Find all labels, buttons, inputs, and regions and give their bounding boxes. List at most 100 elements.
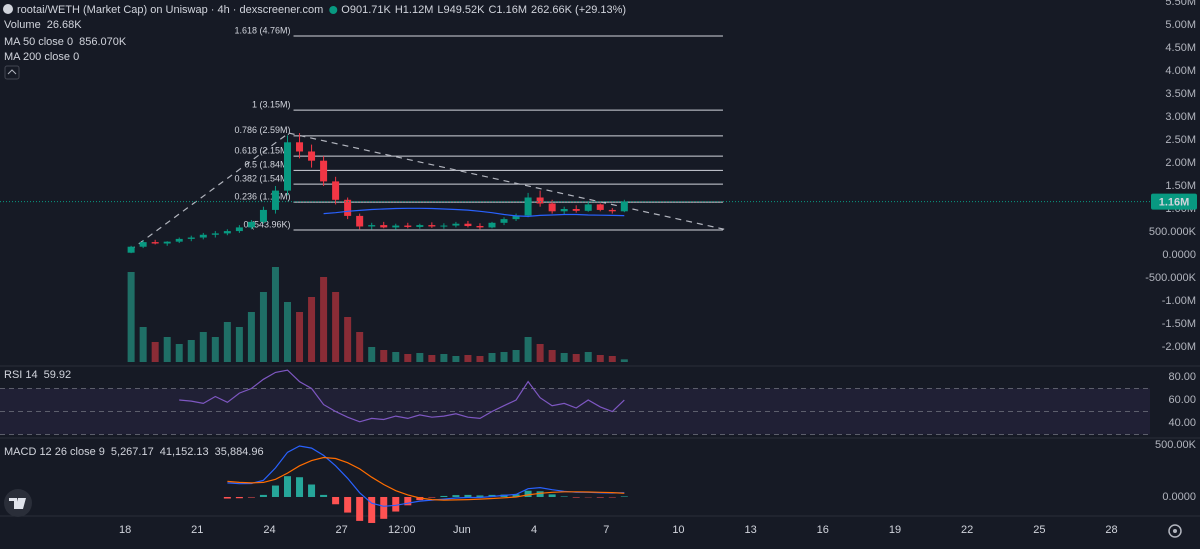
x-tick-label: 27 <box>336 524 348 536</box>
volume-bar <box>271 267 279 362</box>
candle-body <box>175 238 183 242</box>
y-tick-label: 40.00 <box>1168 417 1196 429</box>
legend-value: 41,152.13 <box>160 446 209 458</box>
y-tick-label: 500.00K <box>1155 439 1197 451</box>
legend-value: 35,884.96 <box>215 446 264 458</box>
ohlc-value: 901.71K <box>350 4 392 16</box>
macd-histogram-bar <box>524 490 532 497</box>
legend-name: MA 200 close 0 <box>4 51 79 63</box>
candle-body <box>392 225 400 228</box>
macd-histogram-bar <box>452 495 460 497</box>
candle-body <box>151 242 159 244</box>
ohlc-value: 949.52K <box>443 4 485 16</box>
candle-body <box>127 246 135 253</box>
ohlc-value: 1.16M <box>496 4 527 16</box>
volume-bar <box>596 355 604 362</box>
candle-body <box>608 209 616 212</box>
macd-histogram-bar <box>560 496 568 497</box>
x-tick-label: 22 <box>961 524 973 536</box>
fib-label: 1 (3.15M) <box>252 99 291 109</box>
fib-label: 0 (543.96K) <box>243 219 290 229</box>
candle-body <box>560 208 568 212</box>
volume-bar <box>139 327 147 362</box>
volume-bar <box>620 359 628 362</box>
y-tick-label: 2.00M <box>1165 157 1196 169</box>
candle-body <box>404 225 412 227</box>
candle-body <box>512 215 520 220</box>
candle-body <box>380 225 388 228</box>
volume-bar <box>524 337 532 362</box>
rsi-line <box>179 369 625 423</box>
legend-value: 856.070K <box>79 36 127 48</box>
settings-button[interactable] <box>1168 524 1182 538</box>
candle-body <box>464 223 472 227</box>
candle-body <box>476 226 484 228</box>
macd-histogram-bar <box>380 496 388 519</box>
settings-icon <box>1173 529 1177 533</box>
y-tick-label: -1.00M <box>1162 295 1196 307</box>
ohlc-key: H <box>395 4 403 16</box>
volume-bar <box>151 342 159 362</box>
volume-bar <box>223 322 231 362</box>
candle-body <box>500 219 508 223</box>
x-tick-label: 16 <box>817 524 829 536</box>
volume-bar <box>380 350 388 362</box>
y-tick-label: 3.50M <box>1165 88 1196 100</box>
macd-histogram-bar <box>356 496 364 521</box>
change-value: 262.66K (+29.13%) <box>531 4 626 16</box>
x-tick-label: Jun <box>453 524 471 536</box>
y-tick-label: -2.00M <box>1162 341 1196 353</box>
candle-body <box>356 215 364 227</box>
volume-bar <box>127 272 135 362</box>
macd-histogram-bar <box>464 494 472 497</box>
volume-bar <box>440 354 448 362</box>
x-tick-label: 21 <box>191 524 203 536</box>
candle-body <box>572 208 580 211</box>
macd-histogram-bar <box>428 496 436 498</box>
macd-histogram-bar <box>404 496 412 506</box>
macd-histogram-bar <box>344 496 352 513</box>
volume-bar <box>235 327 243 362</box>
candle-body <box>368 225 376 227</box>
y-tick-label: -500.000K <box>1145 272 1196 284</box>
volume-bar <box>163 337 171 362</box>
last-price-label: 1.16M <box>1159 197 1190 209</box>
macd-histogram-bar <box>271 485 279 497</box>
candle-body <box>524 197 532 216</box>
volume-bar <box>404 354 412 362</box>
volume-bar <box>344 317 352 362</box>
candle-body <box>536 197 544 204</box>
fib-label: 0.786 (2.59M) <box>234 125 290 135</box>
volume-bar <box>332 292 340 362</box>
collapse-legend-button[interactable] <box>4 65 20 80</box>
macd-histogram-bar <box>596 496 604 498</box>
candle-body <box>620 201 628 212</box>
macd-histogram-bar <box>223 496 231 499</box>
candle-body <box>284 142 291 191</box>
volume-bar <box>187 340 195 362</box>
candle-body <box>320 160 328 182</box>
trend-line <box>288 132 725 230</box>
volume-bar <box>296 312 304 362</box>
fib-label: 0.618 (2.15M) <box>234 145 290 155</box>
candle-body <box>223 231 231 234</box>
volume-bar <box>356 332 364 362</box>
candle-body <box>235 227 243 232</box>
volume-bar <box>548 350 556 362</box>
macd-histogram-bar <box>620 496 628 497</box>
x-tick-label: 28 <box>1105 524 1117 536</box>
macd-histogram-bar <box>235 496 243 499</box>
candle-body <box>139 242 147 247</box>
macd-line <box>227 456 625 501</box>
moving-average-line <box>323 207 625 218</box>
fib-label: 0.382 (1.54M) <box>234 174 290 184</box>
macd-histogram-bar <box>476 495 484 497</box>
volume-bar <box>428 355 436 362</box>
volume-bar <box>308 297 316 362</box>
candle-body <box>163 241 171 244</box>
volume-bar <box>247 312 255 362</box>
candle-body <box>308 151 316 161</box>
